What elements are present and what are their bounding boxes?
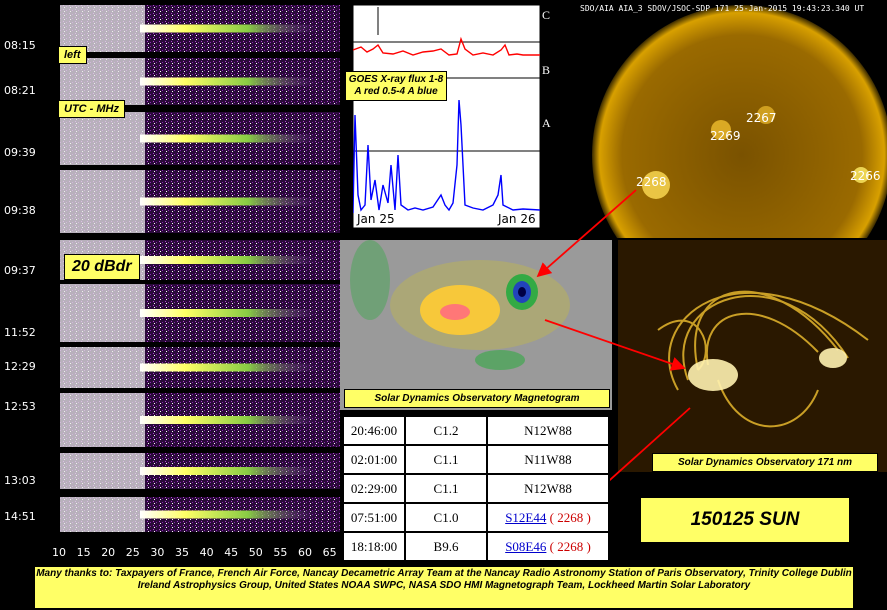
goes-date-end: Jan 26 xyxy=(498,212,536,226)
flare-region: ( 2268 ) xyxy=(549,509,591,525)
time-tick-label: 08:15 xyxy=(4,39,36,52)
flare-class: C1.2 xyxy=(404,415,488,446)
time-tick-label: 13:03 xyxy=(4,474,36,487)
spectrogram-burst xyxy=(140,134,320,143)
flare-time: 02:01:00 xyxy=(342,444,406,475)
frequency-tick-label: 50 xyxy=(248,546,263,559)
frequency-tick-label: 20 xyxy=(101,546,116,559)
goes-class-b: B xyxy=(542,63,551,77)
frequency-tick-label: 40 xyxy=(199,546,214,559)
goes-legend: GOES X-ray flux 1-8 A red 0.5-4 A blue xyxy=(345,71,447,101)
magnetogram-label: Solar Dynamics Observatory Magnetogram xyxy=(344,389,610,408)
flare-row: 18:18:00 B9.6 S08E46 ( 2268 ) xyxy=(342,531,610,562)
spectrogram-burst xyxy=(140,510,320,519)
region-label: 2267 xyxy=(746,111,777,125)
spectrogram-interference xyxy=(60,58,145,105)
frequency-tick-label: 25 xyxy=(125,546,140,559)
flare-row: 20:46:00 C1.2 N12W88 xyxy=(342,415,610,446)
credits-footer: Many thanks to: Taxpayers of France, Fre… xyxy=(34,566,854,609)
spectrogram-burst xyxy=(140,416,320,424)
frequency-tick-label: 55 xyxy=(273,546,288,559)
flare-row: 02:29:00 C1.1 N12W88 xyxy=(342,473,610,504)
time-tick-label: 09:37 xyxy=(4,264,36,277)
time-tick-label: 09:39 xyxy=(4,146,36,159)
spectrogram-interference xyxy=(60,284,145,342)
flare-region: ( 2268 ) xyxy=(549,538,591,554)
magnetogram-image xyxy=(340,240,612,410)
spectrogram-interference xyxy=(60,170,145,233)
spectrogram-interference xyxy=(60,453,145,489)
frequency-tick-label: 10 xyxy=(52,546,66,559)
goes-xray-plot xyxy=(353,5,540,228)
flare-class: B9.6 xyxy=(404,531,488,562)
flare-class: C1.1 xyxy=(404,473,488,504)
flare-location: S12E44 ( 2268 ) xyxy=(486,502,610,533)
time-tick-label: 12:29 xyxy=(4,360,36,373)
spectrogram-interference xyxy=(60,347,145,388)
goes-class-a: A xyxy=(542,116,551,130)
spectrogram-interference xyxy=(60,497,145,532)
flare-table: 20:46:00 C1.2 N12W88 02:01:00 C1.1 N11W88 02:2… xyxy=(342,415,610,562)
spectrogram-interference xyxy=(60,5,145,52)
spectrogram-burst xyxy=(140,309,320,317)
spectrogram-burst xyxy=(140,256,320,264)
frequency-tick-label: 45 xyxy=(224,546,239,559)
sun-image-header: SDO/AIA AIA_3 SDOV/JSOC-SDP 171 25-Jan-2… xyxy=(580,4,865,13)
region-label: 2266 xyxy=(850,169,881,183)
spectrogram-burst xyxy=(140,363,320,372)
flare-time: 18:18:00 xyxy=(342,531,406,562)
flare-location-link[interactable]: S12E44 xyxy=(505,509,547,525)
flare-row: 07:51:00 C1.0 S12E44 ( 2268 ) xyxy=(342,502,610,533)
flare-time: 07:51:00 xyxy=(342,502,406,533)
flare-time: 20:46:00 xyxy=(342,415,406,446)
frequency-tick-label: 60 xyxy=(298,546,312,559)
flare-location: N11W88 xyxy=(486,444,610,475)
time-tick-label: 08:21 xyxy=(4,84,36,97)
sdo-171-image xyxy=(618,240,887,472)
axis-units-label: UTC - MHz xyxy=(58,100,125,118)
flare-class: C1.0 xyxy=(404,502,488,533)
goes-class-c: C xyxy=(542,8,551,22)
goes-date-start: Jan 25 xyxy=(357,212,395,226)
flare-row: 02:01:00 C1.1 N11W88 xyxy=(342,444,610,475)
flare-time: 02:29:00 xyxy=(342,473,406,504)
flare-location-link[interactable]: S08E46 xyxy=(505,538,547,554)
time-axis: 08:15 08:21 09:39 09:38 09:37 11:52 12:29 12:53… xyxy=(0,0,52,540)
time-tick-label: 12:53 xyxy=(4,400,36,413)
time-tick-label: 09:38 xyxy=(4,204,36,217)
goes-short-series xyxy=(353,99,540,214)
region-label: 2268 xyxy=(636,175,667,189)
spectrogram-burst xyxy=(140,467,320,475)
flare-class: C1.1 xyxy=(404,444,488,475)
frequency-tick-label: 35 xyxy=(175,546,189,559)
spectrogram-interference xyxy=(60,393,145,447)
level-label: 20 dBdr xyxy=(64,254,140,280)
sdo-171-label: Solar Dynamics Observatory 171 nm xyxy=(652,453,878,472)
flare-location: S08E46 ( 2268 ) xyxy=(486,531,610,562)
date-title: 150125 SUN xyxy=(640,497,850,543)
goes-long-series xyxy=(353,36,540,56)
flare-location: N12W88 xyxy=(486,415,610,446)
frequency-tick-label: 15 xyxy=(76,546,91,559)
spectrogram-interference xyxy=(60,112,145,165)
spectrogram-burst xyxy=(140,77,320,86)
time-tick-label: 14:51 xyxy=(4,510,36,523)
time-tick-label: 11:52 xyxy=(4,326,36,339)
flare-location: N12W88 xyxy=(486,473,610,504)
frequency-tick-label: 30 xyxy=(150,546,165,559)
spectrogram-burst xyxy=(140,24,320,33)
spectrogram-burst xyxy=(140,197,320,206)
region-label: 2269 xyxy=(710,129,741,143)
frequency-tick-label: 65 xyxy=(322,546,337,559)
radio-spectrogram xyxy=(50,0,345,540)
polarization-label: left xyxy=(58,46,87,64)
